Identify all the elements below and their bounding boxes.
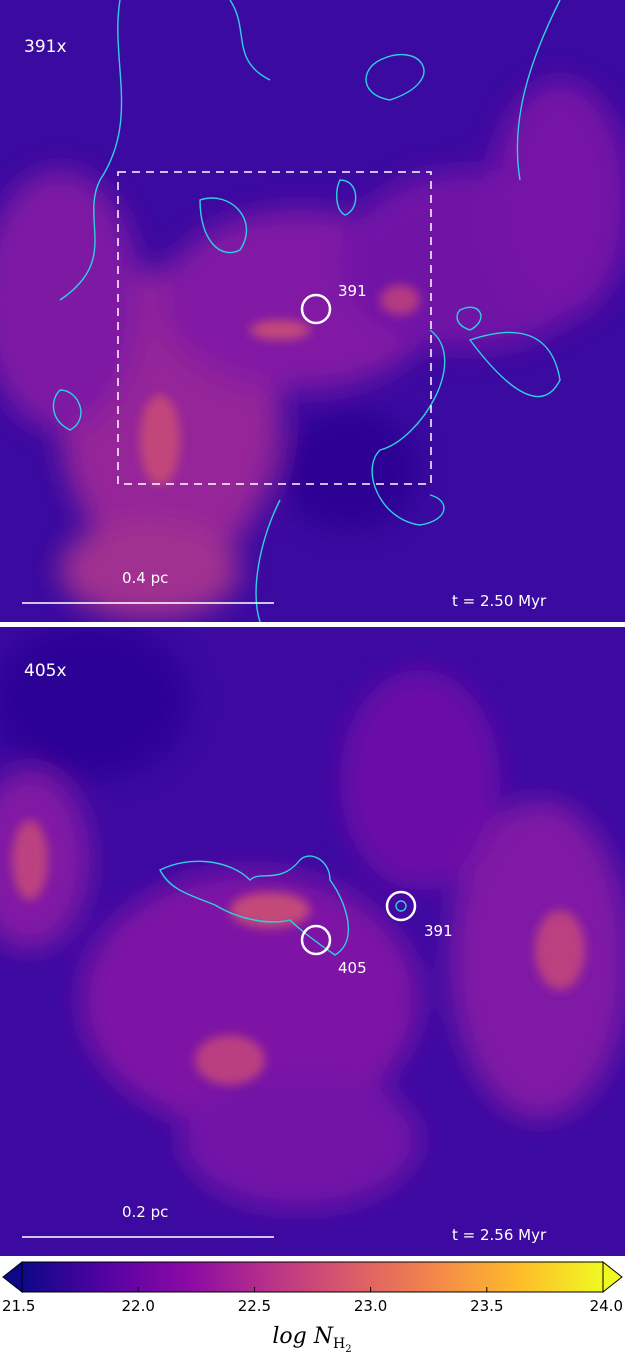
colorbar-tick-label: 24.0 [590,1297,623,1315]
colorbar-extend-high [603,1262,622,1292]
scale-label: 0.2 pc [122,1203,168,1221]
scale-label: 0.4 pc [122,569,168,587]
sink-label: 391 [338,282,367,300]
panel-top [0,0,625,622]
sink-label: 405 [338,959,367,977]
colorbar-tick-label: 23.0 [354,1297,387,1315]
label-text: log N [272,1324,333,1349]
colorbar-tick-label: 21.5 [2,1297,35,1315]
colorbar-tick-label: 22.0 [121,1297,154,1315]
time-label: t = 2.56 Myr [452,1226,547,1244]
colorbar-tick-label: 22.5 [238,1297,271,1315]
colorbar-extend-low [3,1262,22,1292]
time-label: t = 2.50 Myr [452,592,547,610]
page: {"panels": [ {"label": "391x", "sinks": … [0,0,625,1353]
sink-label: 391 [424,922,453,940]
panel-bottom [0,620,625,1256]
colorbar-body [22,1262,603,1292]
label-subsubscript: 2 [345,1344,351,1353]
colorbar-label: log NH2 [272,1324,351,1353]
label-subscript: H [333,1336,345,1352]
panel-label: 391x [24,37,67,57]
colorbar: 21.5 22.0 22.5 23.0 23.5 24.0 [2,1262,623,1315]
colorbar-tick-label: 23.5 [470,1297,503,1315]
panel-label: 405x [24,661,67,681]
figure: 391x 391 0.4 pc t = 2.50 Myr 405x 405 39… [0,0,625,1353]
